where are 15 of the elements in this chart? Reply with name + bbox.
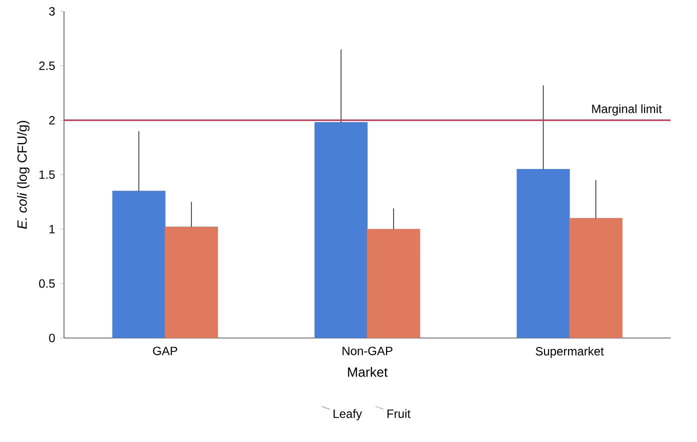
legend-label: Fruit (388, 409, 410, 418)
x-tick-label: GAP (153, 346, 178, 356)
x-tick-label: Non-GAP (342, 346, 392, 356)
ref-line-label: Marginal limit (592, 104, 662, 116)
y-tick-label: 0 (49, 334, 55, 342)
y-tick-label: 0.5 (39, 279, 55, 288)
y-tick-label: 1 (50, 224, 55, 234)
y-axis-title: E. coli (log CFU/g) (17, 120, 30, 229)
x-tick-label: Supermarket (536, 346, 604, 358)
y-tick-label: 1.5 (40, 170, 55, 179)
y-tick-label: 2.5 (39, 62, 55, 70)
y-tick-label: 2 (49, 116, 55, 124)
y-tick-label: 3 (49, 7, 55, 16)
legend-label: Leafy (334, 409, 362, 420)
x-axis-title: Market (348, 367, 388, 377)
